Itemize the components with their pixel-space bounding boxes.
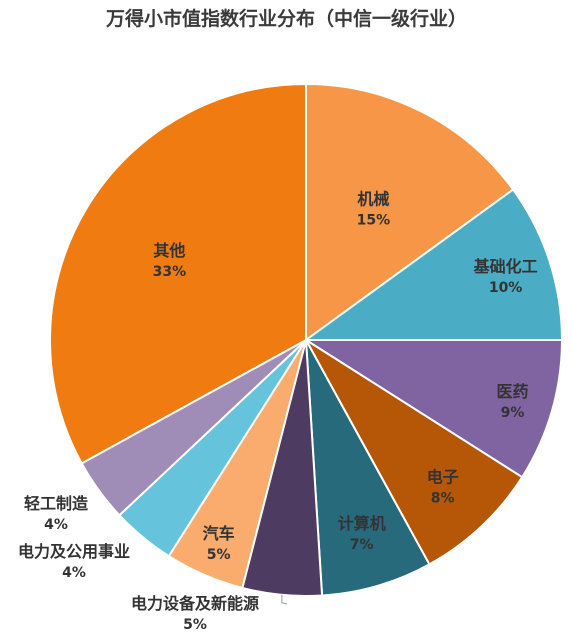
slice-percent-label: 5% [183,617,207,633]
slice-percent-label: 5% [207,547,231,563]
pie-slice-3 [305,339,524,566]
pie-slice-4 [305,339,431,597]
slice-percent-label: 4% [62,565,86,581]
slice-label: 汽车 [203,524,235,543]
slice-percent-label: 33% [153,264,187,280]
slice-label: 基础化工 [473,257,538,276]
chart-title: 万得小市值指数行业分布（中信一级行业） [105,8,467,30]
pie-slice-1 [302,188,564,341]
slice-label: 机械 [357,190,389,209]
pie-slice-9 [49,82,307,465]
pie-slice-0 [305,82,515,342]
slice-label: 其他 [153,241,185,260]
leader-line [281,594,288,605]
slice-percent-label: 4% [44,517,68,533]
slice-percent-label: 10% [489,280,523,296]
slice-label: 电力及公用事业 [18,542,130,561]
slice-percent-label: 9% [501,405,525,421]
pie-slice-2 [302,339,564,479]
slice-label: 电子 [427,468,459,487]
slice-label: 电力设备及新能源 [131,594,259,613]
slice-percent-label: 7% [350,537,374,553]
slice-label: 轻工制造 [24,494,89,513]
slice-label: 计算机 [338,514,386,533]
slice-percent-label: 15% [357,213,391,229]
slice-label: 医药 [496,382,528,401]
slice-percent-label: 8% [431,491,455,507]
